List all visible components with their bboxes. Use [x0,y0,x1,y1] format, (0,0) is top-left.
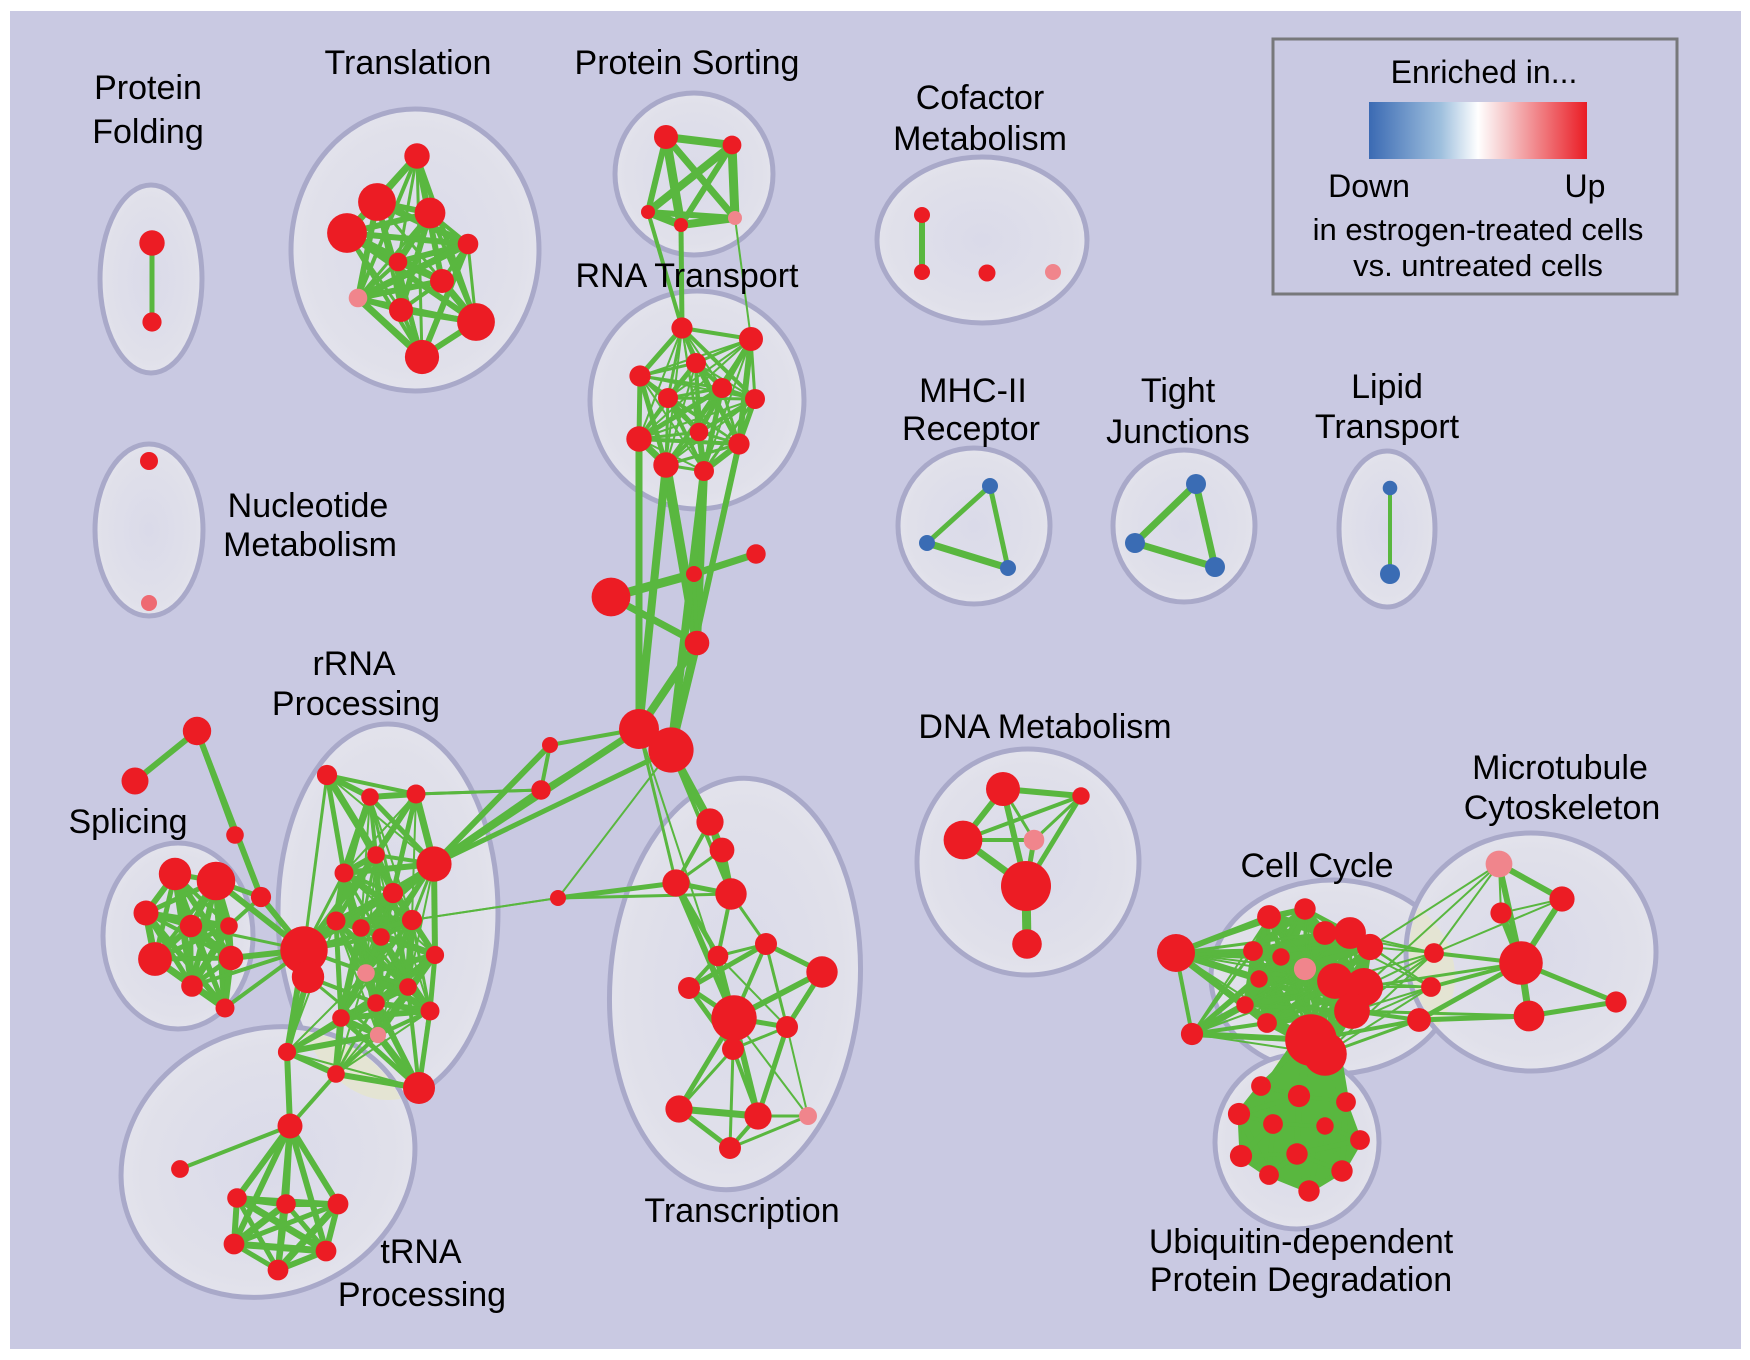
svg-text:Tight: Tight [1141,372,1216,410]
svg-text:Cofactor: Cofactor [916,79,1045,117]
svg-text:Transcription: Transcription [644,1192,839,1230]
svg-text:vs. untreated cells: vs. untreated cells [1353,248,1603,283]
svg-text:Metabolism: Metabolism [893,120,1067,158]
svg-text:Translation: Translation [325,44,492,82]
svg-text:Splicing: Splicing [68,803,187,841]
svg-text:Junctions: Junctions [1106,413,1250,451]
svg-text:Cytoskeleton: Cytoskeleton [1464,789,1661,827]
svg-text:Protein Sorting: Protein Sorting [575,44,800,82]
svg-text:Down: Down [1328,168,1410,204]
svg-text:DNA Metabolism: DNA Metabolism [918,708,1171,746]
svg-text:Protein Degradation: Protein Degradation [1150,1261,1452,1299]
svg-text:Processing: Processing [338,1276,506,1314]
svg-text:Protein: Protein [94,69,202,107]
svg-text:Cell Cycle: Cell Cycle [1240,847,1393,885]
svg-text:RNA Transport: RNA Transport [576,257,800,295]
svg-text:Metabolism: Metabolism [223,526,397,564]
svg-text:Folding: Folding [92,113,204,151]
svg-text:Microtubule: Microtubule [1472,749,1648,787]
svg-text:rRNA: rRNA [312,645,395,683]
svg-text:MHC-II: MHC-II [919,372,1027,410]
svg-text:in estrogen-treated cells: in estrogen-treated cells [1313,212,1644,247]
svg-text:Nucleotide: Nucleotide [228,487,389,525]
svg-text:Processing: Processing [272,685,440,723]
svg-text:Up: Up [1565,168,1606,204]
svg-text:Receptor: Receptor [902,410,1040,448]
svg-text:tRNA: tRNA [380,1233,462,1271]
svg-text:Transport: Transport [1315,408,1460,446]
svg-text:Lipid: Lipid [1351,368,1423,406]
svg-text:Ubiquitin-dependent: Ubiquitin-dependent [1149,1223,1454,1261]
svg-text:Enriched in...: Enriched in... [1391,54,1578,90]
